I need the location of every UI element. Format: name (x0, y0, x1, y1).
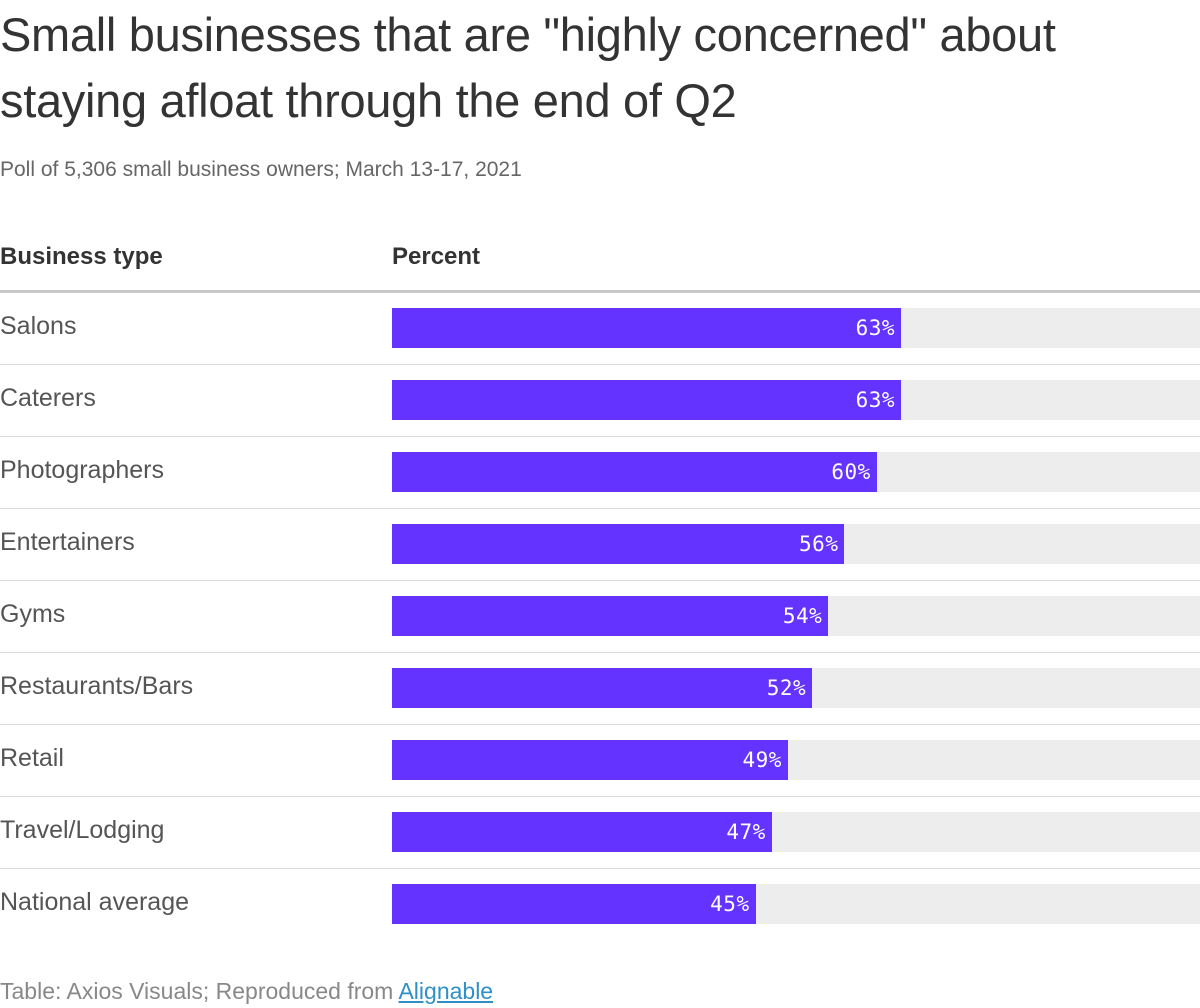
bar-value-label: 63% (855, 388, 896, 412)
bar-value-label: 47% (726, 820, 766, 844)
bar: 47% (392, 812, 772, 852)
bar-track: 63% (392, 308, 1200, 348)
column-header-percent: Percent (392, 243, 481, 270)
bar-track: 56% (392, 524, 1200, 564)
header-divider (0, 290, 1200, 293)
bar: 63% (392, 308, 902, 348)
table-row: Gyms 54% (0, 581, 1200, 653)
bar-value-label: 49% (742, 748, 782, 772)
bar-track: 63% (392, 380, 1200, 420)
category-label: Photographers (0, 456, 165, 484)
bar-track: 49% (392, 740, 1200, 780)
bar: 56% (392, 524, 845, 564)
bar-value-label: 63% (855, 316, 896, 340)
category-label: Retail (0, 744, 64, 772)
bar-track: 52% (392, 668, 1200, 708)
bar: 63% (392, 380, 902, 420)
category-label: Gyms (0, 600, 66, 628)
category-label: Restaurants/Bars (0, 672, 194, 700)
bar: 52% (392, 668, 813, 708)
bar-track: 45% (392, 884, 1200, 924)
table-row: Photographers 60% (0, 437, 1200, 509)
bar-value-label: 54% (782, 604, 823, 628)
bar-value-label: 52% (766, 676, 807, 700)
category-label: Salons (0, 312, 77, 340)
bar-value-label: 45% (710, 892, 750, 916)
column-header-business-type: Business type (0, 243, 163, 270)
chart-title: Small businesses that are "highly concer… (0, 8, 1056, 127)
source-footer: Table: Axios Visuals; Reproduced from Al… (0, 975, 493, 1007)
bar: 45% (392, 884, 756, 924)
category-label: Travel/Lodging (0, 816, 165, 844)
source-text: Table: Axios Visuals; Reproduced from (0, 978, 399, 1004)
bar: 49% (392, 740, 788, 780)
source-link[interactable]: Alignable (398, 978, 494, 1004)
bar-value-label: 56% (799, 532, 839, 556)
category-label: National average (0, 888, 190, 916)
bar-value-label: 60% (831, 460, 871, 484)
table-row: Travel/Lodging 47% (0, 797, 1200, 869)
table-row: Restaurants/Bars 52% (0, 653, 1200, 725)
table-row: Caterers 63% (0, 365, 1200, 437)
bar: 54% (392, 596, 829, 636)
table-row: Retail 49% (0, 725, 1200, 797)
category-label: Caterers (0, 384, 96, 412)
table-row: Entertainers 56% (0, 509, 1200, 581)
table-row: National average 45% (0, 869, 1200, 941)
category-label: Entertainers (0, 528, 135, 556)
bar: 60% (392, 452, 877, 492)
bar-track: 60% (392, 452, 1200, 492)
bar-track: 54% (392, 596, 1200, 636)
table-row: Salons 63% (0, 293, 1200, 365)
bar-track: 47% (392, 812, 1200, 852)
chart-subtitle: Poll of 5,306 small business owners; Mar… (0, 158, 522, 181)
bar-table: Salons 63% Caterers 63% Photographers 60% Ente… (0, 293, 1200, 941)
